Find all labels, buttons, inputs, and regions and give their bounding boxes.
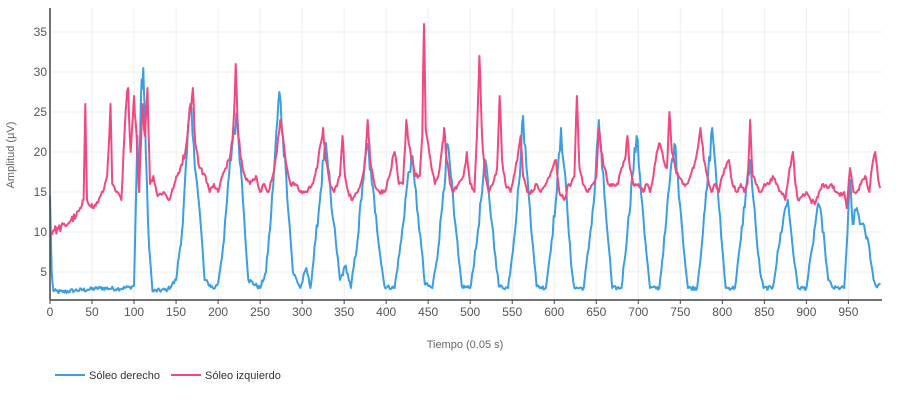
x-tick-label: 650 — [586, 305, 606, 319]
series-line-soleo-derecho[interactable] — [49, 67, 882, 295]
y-tick-label: 20 — [34, 145, 48, 159]
legend-label-soleo-izquierdo: Sóleo izquierdo — [205, 370, 281, 382]
x-tick-label: 800 — [712, 305, 732, 319]
legend-label-soleo-derecho: Sóleo derecho — [89, 370, 160, 382]
gridlines — [49, 8, 882, 300]
x-tick-label: 200 — [208, 305, 228, 319]
x-tick-label: 350 — [334, 305, 354, 319]
x-tick-label: 0 — [47, 305, 54, 319]
x-tick-label: 100 — [124, 305, 144, 319]
y-tick-label: 35 — [34, 25, 48, 39]
x-tick-label: 550 — [502, 305, 522, 319]
x-axis-title: Tiempo (0.05 s) — [427, 339, 504, 351]
x-tick-label: 400 — [376, 305, 396, 319]
y-tick-labels: 5 10 15 20 25 30 35 — [34, 25, 48, 279]
y-axis-title: Amplitud (µV) — [5, 122, 17, 189]
x-tick-label: 50 — [85, 305, 99, 319]
x-tick-label: 450 — [418, 305, 438, 319]
x-tick-label: 250 — [250, 305, 270, 319]
y-tick-label: 30 — [34, 65, 48, 79]
x-tick-label: 300 — [292, 305, 312, 319]
x-tick-label: 850 — [754, 305, 774, 319]
legend: Sóleo derecho Sóleo izquierdo — [55, 370, 281, 382]
x-tick-label: 700 — [628, 305, 648, 319]
y-tick-label: 25 — [34, 105, 48, 119]
x-tick-label: 750 — [670, 305, 690, 319]
y-tick-label: 10 — [34, 225, 48, 239]
legend-item-soleo-derecho[interactable]: Sóleo derecho — [55, 370, 160, 382]
x-tick-label: 600 — [544, 305, 564, 319]
series-line-soleo-izquierdo[interactable] — [49, 23, 882, 235]
x-tick-labels: 0 50 100 150 200 250 300 350 400 450 500 550 600 650 7… — [47, 300, 859, 319]
x-tick-label: 900 — [796, 305, 816, 319]
x-tick-label: 950 — [838, 305, 858, 319]
legend-item-soleo-izquierdo[interactable]: Sóleo izquierdo — [171, 370, 281, 382]
x-tick-label: 150 — [166, 305, 186, 319]
y-tick-label: 15 — [34, 185, 48, 199]
x-tick-label: 500 — [460, 305, 480, 319]
y-tick-label: 5 — [40, 265, 47, 279]
axes — [49, 8, 882, 301]
series-layer — [49, 23, 882, 295]
